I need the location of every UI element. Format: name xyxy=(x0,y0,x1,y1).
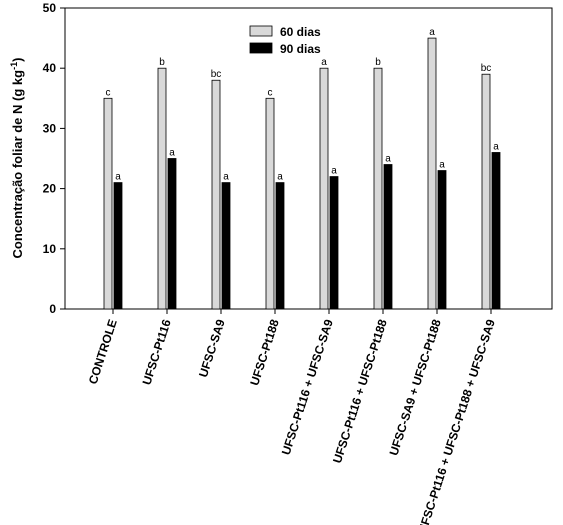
bar xyxy=(481,73,491,310)
x-tick-label: UFSC-Pt188 xyxy=(247,317,282,387)
x-tick-label: UFSC-SA9 xyxy=(196,317,228,379)
y-axis-label: Concentração foliar de N (g kg-1) xyxy=(9,58,25,259)
significance-letter: c xyxy=(268,87,273,98)
significance-letter: b xyxy=(159,57,165,68)
bar xyxy=(437,170,447,310)
significance-letter: b xyxy=(375,57,381,68)
x-tick-label: UFSC-Pt116 + UFSC-SA9 xyxy=(279,317,336,456)
significance-letter: a xyxy=(331,166,337,177)
legend-swatch xyxy=(249,42,273,54)
significance-letter: bc xyxy=(211,69,222,80)
bar xyxy=(211,79,221,310)
bar xyxy=(265,97,275,310)
significance-letter: a xyxy=(429,27,435,38)
y-tick-label: 20 xyxy=(43,182,57,196)
bar xyxy=(113,182,123,310)
bar xyxy=(383,164,393,310)
significance-letter: c xyxy=(106,87,111,98)
bar xyxy=(427,37,437,310)
significance-letter: a xyxy=(115,172,121,183)
bar xyxy=(319,67,329,310)
legend-swatch xyxy=(249,25,273,37)
significance-letter: bc xyxy=(481,63,492,74)
legend-label: 90 dias xyxy=(280,42,321,56)
bar xyxy=(373,67,383,310)
significance-letter: a xyxy=(439,160,445,171)
bar xyxy=(167,158,177,310)
y-tick-label: 40 xyxy=(43,61,57,75)
bar xyxy=(157,67,167,310)
bar xyxy=(491,152,501,310)
y-tick-label: 10 xyxy=(43,242,57,256)
bar xyxy=(329,176,339,310)
y-tick-label: 50 xyxy=(43,1,57,15)
significance-letter: a xyxy=(169,148,175,159)
plot-frame xyxy=(64,7,553,310)
y-tick-label: 30 xyxy=(43,121,57,135)
significance-letter: a xyxy=(223,172,229,183)
y-tick-label: 0 xyxy=(49,302,56,316)
y-axis-label-main: Concentração foliar de N (g kg xyxy=(10,70,25,259)
y-axis-label-sup: -1 xyxy=(9,62,19,70)
x-tick-label: UFSC-Pt116 xyxy=(140,317,174,386)
x-tick-label: UFSC-SA9 + UFSC-Pt188 xyxy=(387,317,444,457)
significance-letter: a xyxy=(385,154,391,165)
y-axis-label-end: ) xyxy=(10,58,25,62)
x-tick-label: UFSC-Pt116 + UFSC-Pt188 xyxy=(330,317,390,465)
significance-letter: a xyxy=(277,172,283,183)
significance-letter: a xyxy=(493,141,499,152)
significance-letter: a xyxy=(321,57,327,68)
legend-label: 60 dias xyxy=(280,25,321,39)
bar xyxy=(103,97,113,310)
bar xyxy=(221,182,231,310)
x-tick-label: CONTROLE xyxy=(86,318,120,386)
bar xyxy=(275,182,285,310)
